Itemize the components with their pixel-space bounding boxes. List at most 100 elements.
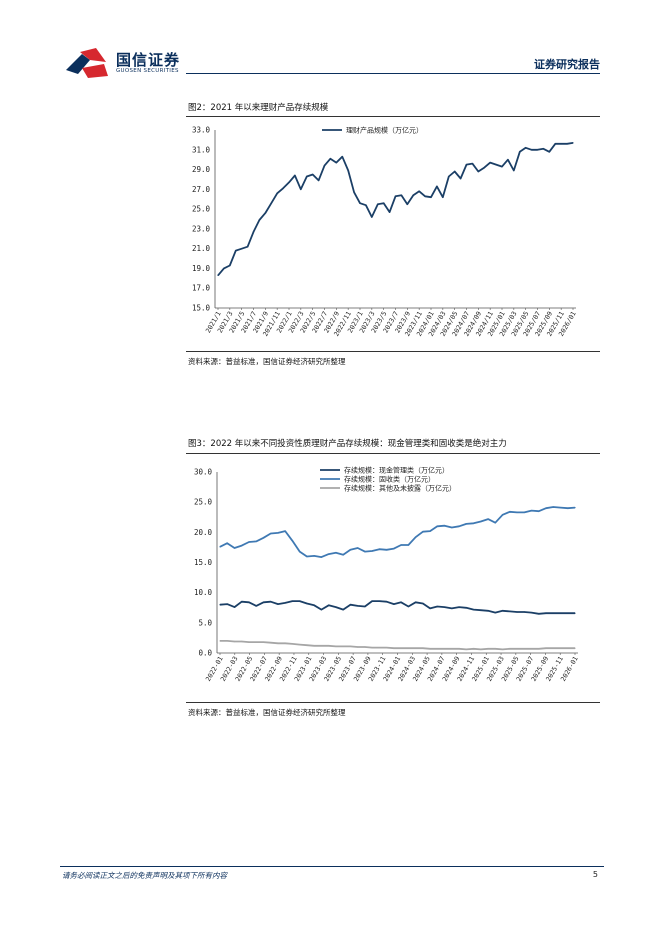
data-point-s3	[422, 647, 424, 649]
data-point-s1	[454, 170, 456, 173]
data-point-s2	[255, 540, 257, 542]
data-point-s1	[494, 611, 496, 614]
data-point-s1	[418, 190, 420, 192]
data-point-s2	[552, 506, 554, 508]
data-point-s2	[451, 526, 453, 529]
y-tick-label: 33.0	[192, 126, 211, 135]
logo-text-en: GUOSEN SECURITIES	[116, 68, 179, 74]
data-point-s3	[320, 645, 323, 647]
figure2-chart: 33.0 31.0 29.0 27.0 25.0 23.0 21.0 19.0 17.0 15.0…	[192, 126, 578, 338]
data-point-s3	[364, 646, 366, 648]
data-point-s3	[233, 640, 236, 643]
data-point-s2	[248, 541, 250, 543]
data-point-s3	[226, 640, 228, 642]
data-point-s1	[306, 175, 308, 178]
data-point-s3	[516, 648, 518, 650]
data-point-s3	[436, 648, 438, 650]
data-point-s1	[574, 612, 576, 614]
data-point-s3	[378, 646, 380, 649]
data-point-s3	[262, 641, 265, 643]
data-point-s1	[276, 192, 278, 194]
data-point-s1	[436, 605, 438, 608]
data-point-s1	[530, 149, 533, 151]
data-point-s3	[451, 648, 453, 650]
data-point-s2	[422, 531, 424, 533]
data-point-s3	[277, 642, 279, 644]
data-point-s1	[393, 603, 395, 605]
data-point-s3	[523, 648, 525, 650]
data-point-s1	[252, 231, 255, 233]
data-point-s1	[548, 151, 550, 153]
data-point-s2	[458, 525, 460, 527]
figure2-source: 资料来源：普益标准，国信证券经济研究所整理	[188, 357, 346, 366]
data-point-s1	[567, 612, 569, 614]
data-point-s1	[516, 611, 518, 613]
data-point-s1	[270, 601, 272, 603]
data-point-s2	[436, 525, 438, 527]
data-point-s2	[270, 532, 272, 535]
data-point-s2	[487, 518, 489, 520]
data-point-s2	[400, 544, 402, 546]
data-point-s2	[284, 530, 286, 532]
data-point-s1	[554, 143, 556, 145]
data-point-s3	[538, 648, 540, 650]
data-point-s1	[383, 202, 385, 204]
data-point-s3	[458, 648, 460, 650]
data-point-s1	[329, 158, 332, 160]
data-point-s3	[291, 643, 294, 645]
data-point-s1	[465, 607, 467, 609]
data-point-s1	[313, 604, 315, 606]
data-point-s3	[328, 645, 330, 647]
figure3-title: 图3：2022 年以来不同投资性质理财产品存续规模：现金管理类和固收类是绝对主力	[188, 439, 507, 449]
data-point-s1	[566, 143, 568, 145]
data-point-s3	[559, 647, 562, 649]
data-point-s1	[353, 191, 355, 193]
data-point-s3	[371, 646, 373, 649]
data-point-s2	[386, 549, 388, 551]
data-point-s1	[559, 612, 562, 614]
data-point-s1	[407, 605, 409, 608]
y-tick-label: 17.0	[192, 284, 211, 293]
y-tick-label: 10.0	[194, 588, 213, 597]
data-point-s1	[371, 216, 373, 218]
data-point-s1	[465, 164, 468, 166]
data-point-s1	[436, 185, 438, 187]
data-point-s1	[371, 600, 373, 602]
legend-label-2: 存续规模：固收类（万亿元）	[344, 475, 435, 484]
data-point-s1	[542, 148, 545, 150]
data-point-s1	[509, 610, 511, 612]
data-point-s3	[306, 644, 308, 646]
data-point-s2	[335, 552, 337, 554]
data-point-s1	[284, 602, 286, 604]
data-point-s1	[317, 179, 320, 182]
data-point-s1	[507, 159, 509, 161]
data-point-s1	[501, 165, 503, 168]
data-point-s2	[226, 542, 228, 544]
data-point-s3	[400, 647, 402, 649]
data-point-s2	[306, 555, 308, 558]
data-point-s1	[217, 274, 219, 276]
data-point-s1	[323, 165, 326, 167]
data-point-s2	[443, 525, 446, 527]
data-point-s2	[299, 551, 301, 553]
data-point-s1	[536, 149, 539, 151]
data-point-s3	[335, 645, 337, 647]
data-point-s3	[494, 648, 496, 650]
data-point-s1	[233, 606, 236, 608]
data-point-s1	[552, 612, 554, 614]
data-point-s3	[342, 645, 344, 647]
data-point-s2	[262, 537, 265, 539]
data-point-s2	[465, 523, 467, 525]
data-point-s1	[530, 611, 533, 614]
data-point-s1	[226, 603, 228, 605]
data-point-s1	[459, 177, 462, 180]
data-point-s2	[523, 511, 525, 514]
footer-divider	[60, 866, 604, 867]
data-point-s2	[480, 520, 482, 523]
data-point-s2	[219, 546, 221, 548]
series-line-1	[219, 600, 575, 615]
footer-disclaimer: 请务必阅读正文之后的免责声明及其项下所有内容	[62, 871, 227, 880]
data-point-s2	[574, 506, 576, 509]
series-line-3	[220, 639, 575, 651]
data-point-s1	[377, 203, 379, 205]
